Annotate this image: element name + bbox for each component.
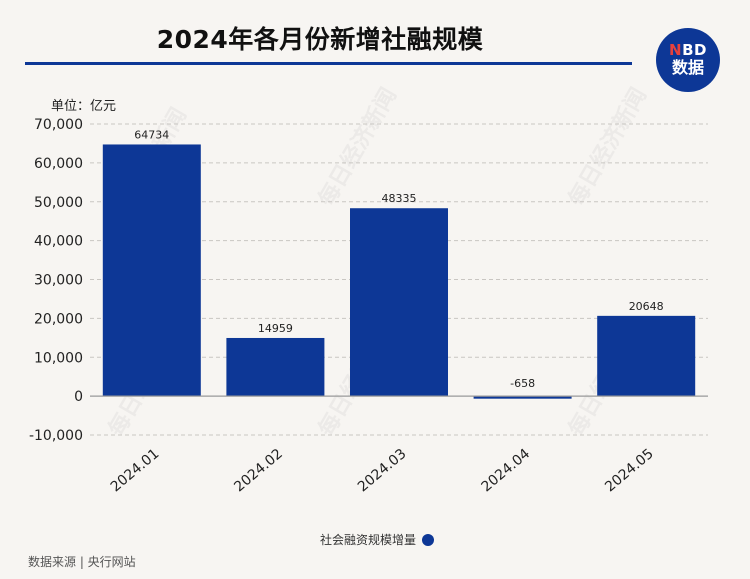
data-label: 64734 — [134, 128, 169, 141]
y-tick-label: 20,000 — [34, 311, 83, 327]
x-tick-label: 2024.03 — [355, 446, 410, 495]
y-tick-label: 50,000 — [34, 195, 83, 211]
x-tick-label: 2024.05 — [602, 446, 657, 495]
data-label: 14959 — [258, 322, 293, 335]
x-tick-label: 2024.01 — [108, 446, 163, 495]
y-tick-label: -10,000 — [29, 428, 83, 444]
nbd-logo: NBD 数据 — [656, 28, 720, 92]
data-label: 20648 — [629, 300, 664, 313]
bar-2024.03 — [350, 208, 448, 397]
title-underline — [25, 62, 632, 65]
data-label: 48335 — [382, 192, 417, 205]
source-note: 数据来源 | 央行网站 — [28, 555, 136, 569]
legend: 社会融资规模增量 — [320, 531, 435, 548]
legend-swatch — [422, 533, 435, 546]
x-tick-label: 2024.04 — [479, 446, 534, 496]
bar-2024.04 — [473, 396, 572, 399]
x-tick-label: 2024.02 — [231, 446, 286, 495]
chart-title: 2024年各月份新增社融规模 — [156, 25, 484, 54]
bar-2024.05 — [597, 315, 696, 397]
legend-label: 社会融资规模增量 — [320, 533, 417, 547]
y-tick-label: 70,000 — [34, 117, 83, 133]
y-tick-label: 10,000 — [34, 350, 83, 366]
data-label: -658 — [510, 377, 535, 390]
y-tick-label: 30,000 — [34, 273, 83, 289]
unit-label: 单位：亿元 — [51, 99, 117, 114]
bar-2024.01 — [102, 144, 201, 397]
y-tick-label: 60,000 — [34, 156, 83, 172]
y-tick-label: 0 — [74, 389, 83, 405]
y-tick-label: 40,000 — [34, 234, 83, 250]
bar-2024.02 — [226, 337, 325, 397]
